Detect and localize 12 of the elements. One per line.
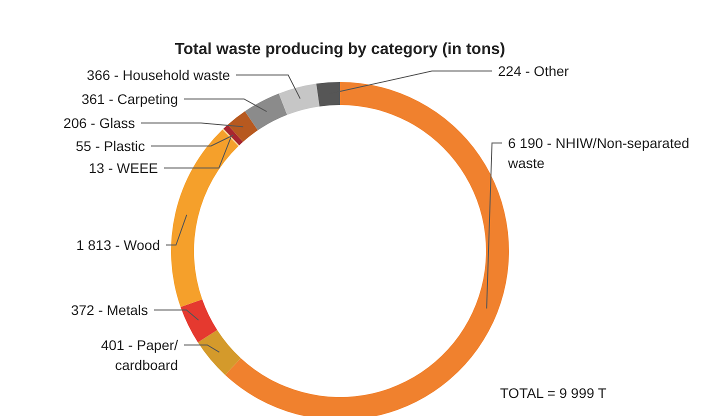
text: TOTAL = 9 999 T xyxy=(500,385,607,401)
slice-label: 401 - Paper/cardboard xyxy=(100,337,178,373)
slice-label: 6 190 - NHIW/Non-separated waste xyxy=(507,135,690,171)
slice-label: 1 813 - Wood xyxy=(76,237,160,253)
slice-label: 13 - WEEE xyxy=(88,160,158,176)
slice-label: 55 - Plastic xyxy=(76,138,145,154)
slice-label: 224 - Other xyxy=(498,63,570,79)
slice-label: 206 - Glass xyxy=(63,115,135,131)
slice-label: 372 - Metals xyxy=(70,302,148,318)
slice-label: 361 - Carpeting xyxy=(81,91,178,107)
chart-title: Total waste producing by category (in tons) xyxy=(174,41,506,58)
slice-label: 366 - Household waste xyxy=(86,67,230,83)
